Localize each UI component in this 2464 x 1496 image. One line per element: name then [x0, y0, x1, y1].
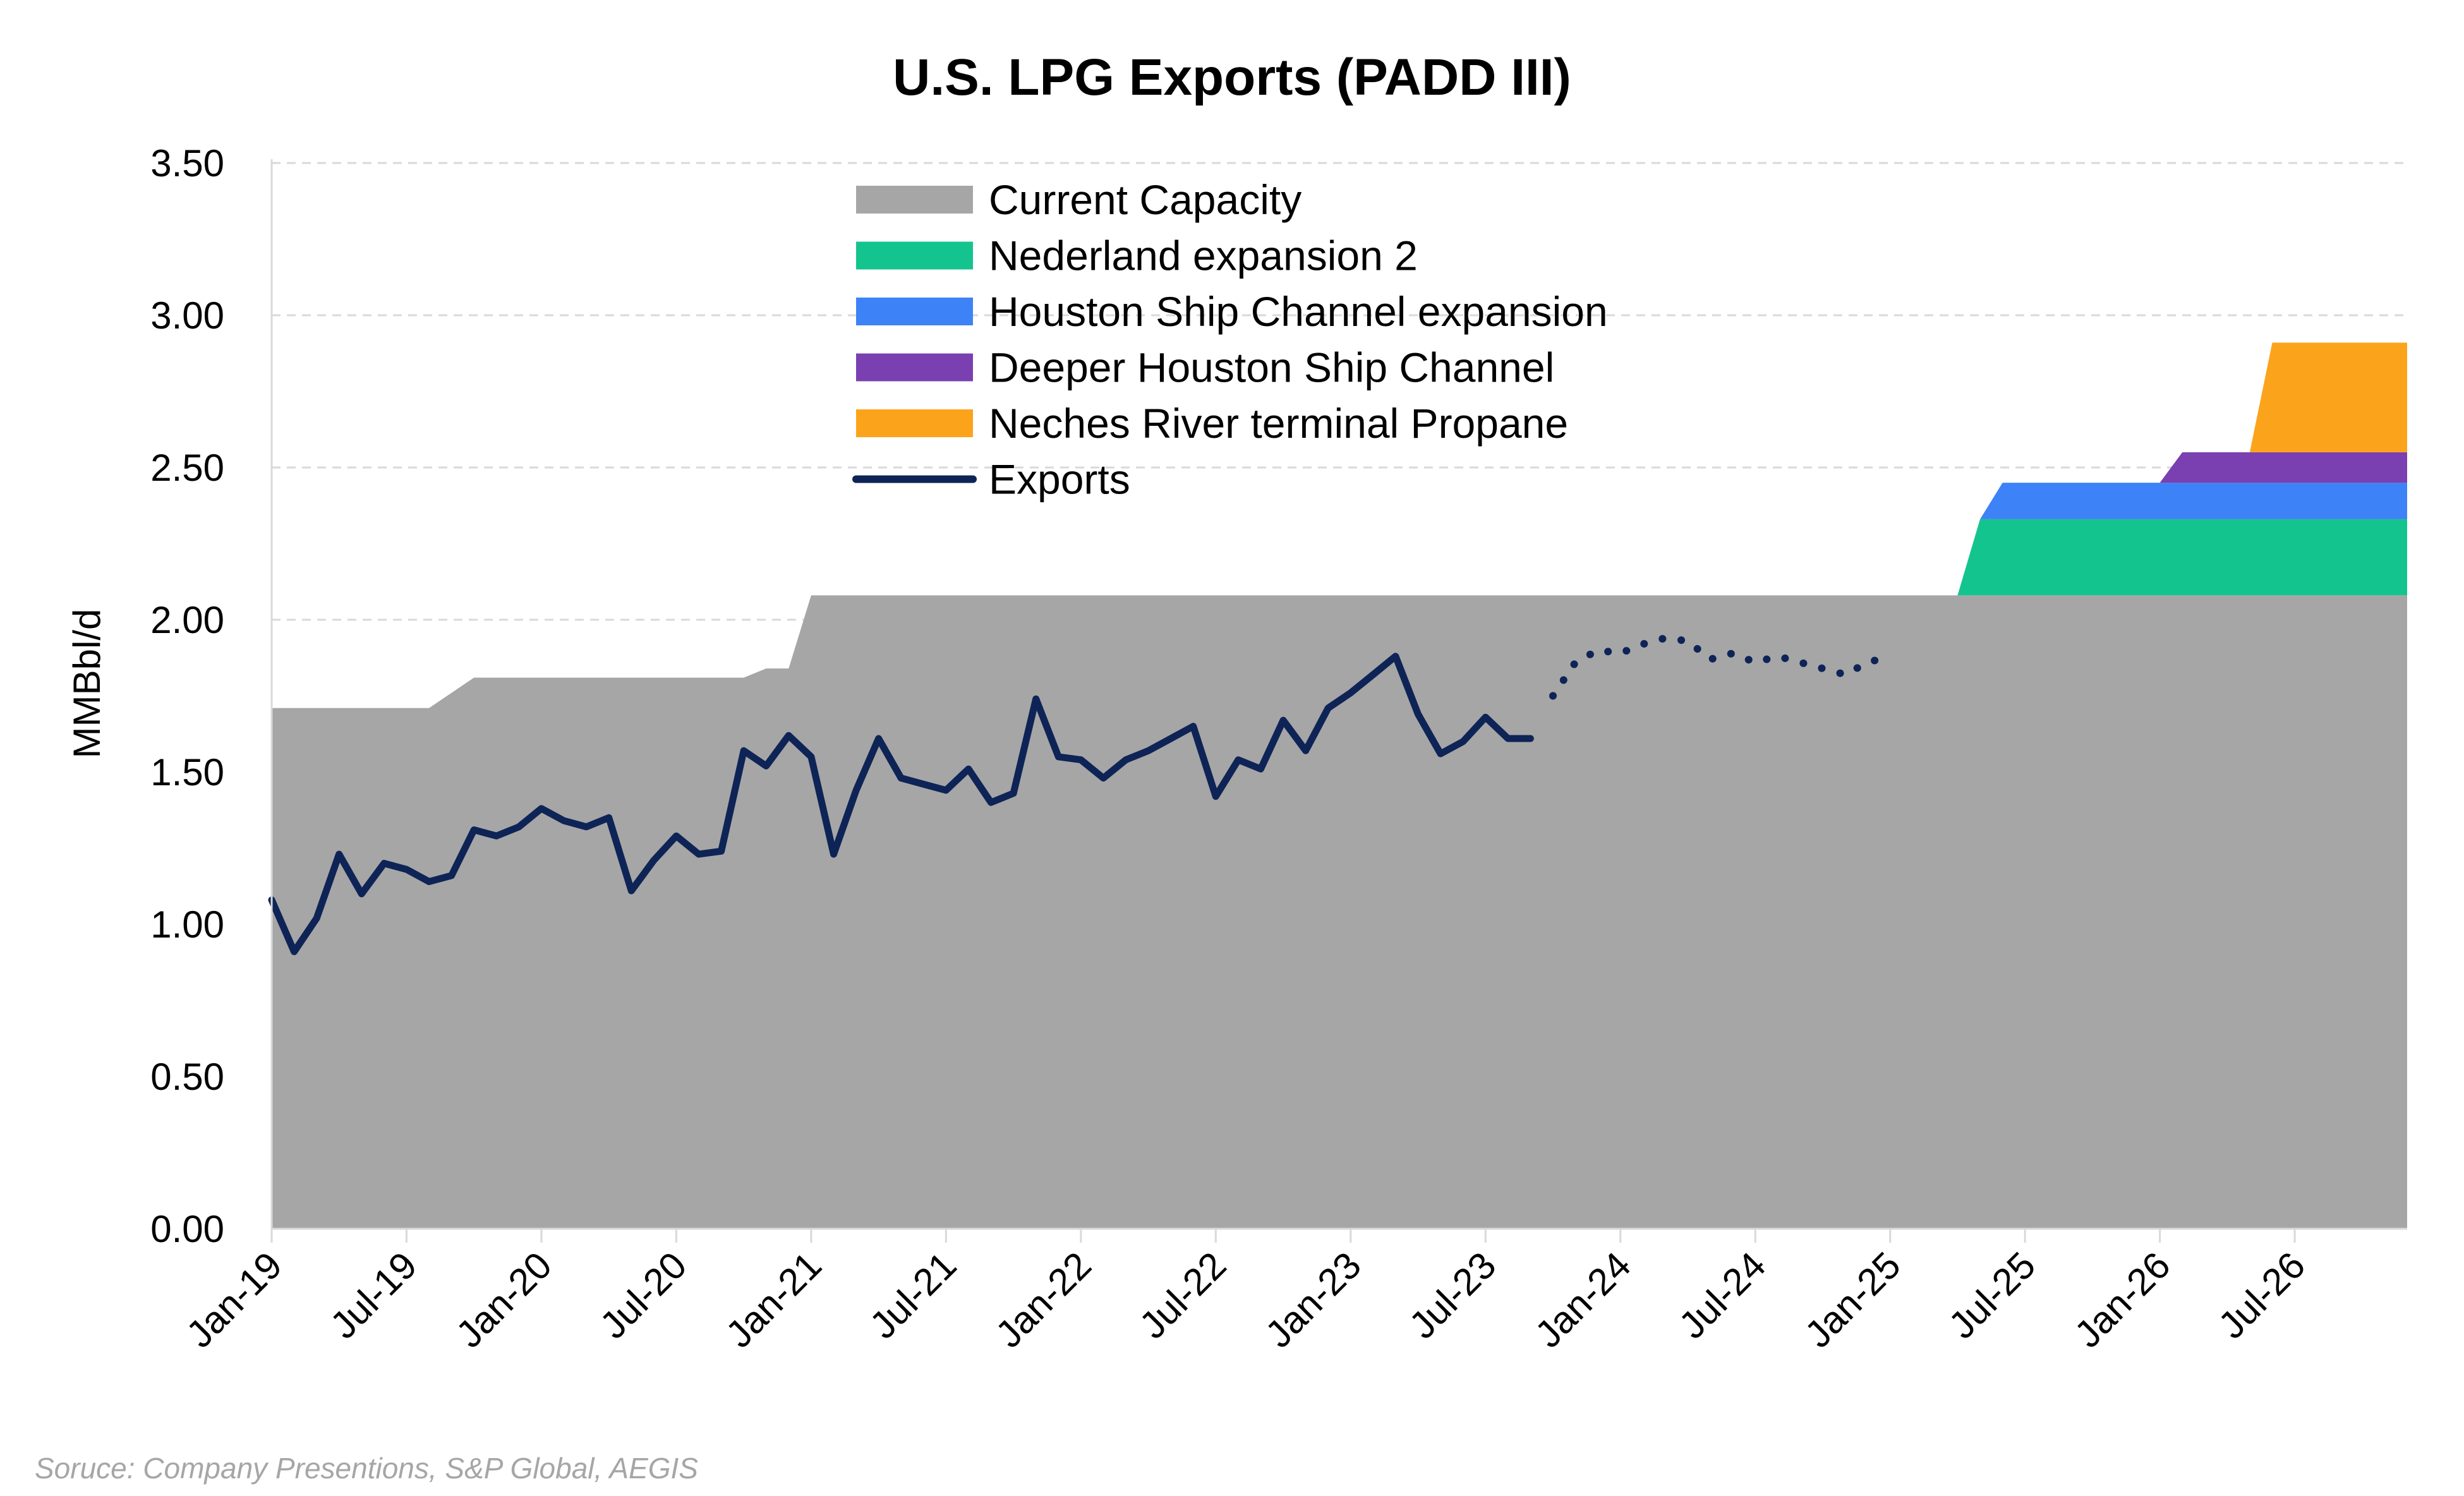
- legend: Current Capacity Nederland expansion 2 Hou…: [852, 176, 1608, 503]
- x-tick-label: Jul-19: [322, 1244, 425, 1347]
- x-tick-label: Jan-26: [2067, 1244, 2178, 1356]
- y-tick-labels: 0.00 0.50 1.00 1.50 2.00 2.50 3.00 3.50: [150, 142, 224, 1250]
- capacity-areas: [272, 342, 2407, 1229]
- legend-swatch-0: [856, 186, 973, 214]
- axes: [270, 159, 2407, 1243]
- y-tick-label: 0.50: [150, 1056, 224, 1098]
- legend-label: Houston Ship Channel expansion: [989, 288, 1608, 335]
- x-tick-label: Jul-23: [1401, 1244, 1504, 1347]
- x-tick-label: Jul-24: [1670, 1244, 1773, 1347]
- x-tick-label: Jul-21: [862, 1244, 965, 1347]
- capacity-area-1: [272, 519, 2407, 708]
- x-tick-label: Jul-25: [1940, 1244, 2043, 1347]
- y-tick-label: 0.00: [150, 1208, 224, 1250]
- legend-label: Nederland expansion 2: [989, 232, 1418, 279]
- legend-swatch-1: [856, 241, 973, 270]
- y-tick-label: 3.00: [150, 294, 224, 337]
- capacity-area-3: [272, 452, 2407, 708]
- chart-title: U.S. LPG Exports (PADD III): [893, 49, 1571, 106]
- x-tick-labels: Jan-19 Jul-19 Jan-20 Jul-20 Jan-21 Jul-21 Jan-…: [178, 1244, 2313, 1356]
- x-tick-label: Jan-25: [1797, 1244, 1909, 1356]
- export-lines: [268, 634, 1894, 955]
- y-tick-label: 1.00: [150, 903, 224, 946]
- legend-label: Exports: [989, 456, 1130, 503]
- legend-label: Neches River terminal Propane: [989, 400, 1568, 447]
- legend-swatch-4: [856, 409, 973, 437]
- exports-forecast-line: [1549, 634, 1894, 700]
- y-tick-label: 2.50: [150, 447, 224, 489]
- x-tick-label: Jan-21: [718, 1244, 830, 1356]
- x-tick-label: Jan-20: [448, 1244, 560, 1356]
- x-tick-label: Jul-20: [592, 1244, 695, 1347]
- x-tick-label: Jan-23: [1257, 1244, 1369, 1356]
- x-tick-label: Jan-19: [178, 1244, 290, 1356]
- legend-label: Current Capacity: [989, 176, 1301, 223]
- exports-line: [268, 653, 1534, 955]
- legend-swatch-3: [856, 353, 973, 382]
- capacity-area-2: [272, 483, 2407, 708]
- capacity-area-0: [272, 595, 2407, 1229]
- y-axis-label: MMBbl/d: [66, 609, 108, 759]
- y-tick-label: 1.50: [150, 751, 224, 793]
- legend-swatch-2: [856, 298, 973, 325]
- y-tick-label: 2.00: [150, 599, 224, 641]
- y-tick-label: 3.50: [150, 142, 224, 184]
- x-tick-label: Jan-22: [987, 1244, 1099, 1356]
- x-tick-label: Jul-22: [1132, 1244, 1235, 1347]
- legend-label: Deeper Houston Ship Channel: [989, 344, 1554, 391]
- x-tick-label: Jan-24: [1527, 1244, 1639, 1356]
- x-tick-label: Jul-26: [2210, 1244, 2313, 1347]
- source-note: Soruce: Company Presentions, S&P Global,…: [35, 1452, 698, 1485]
